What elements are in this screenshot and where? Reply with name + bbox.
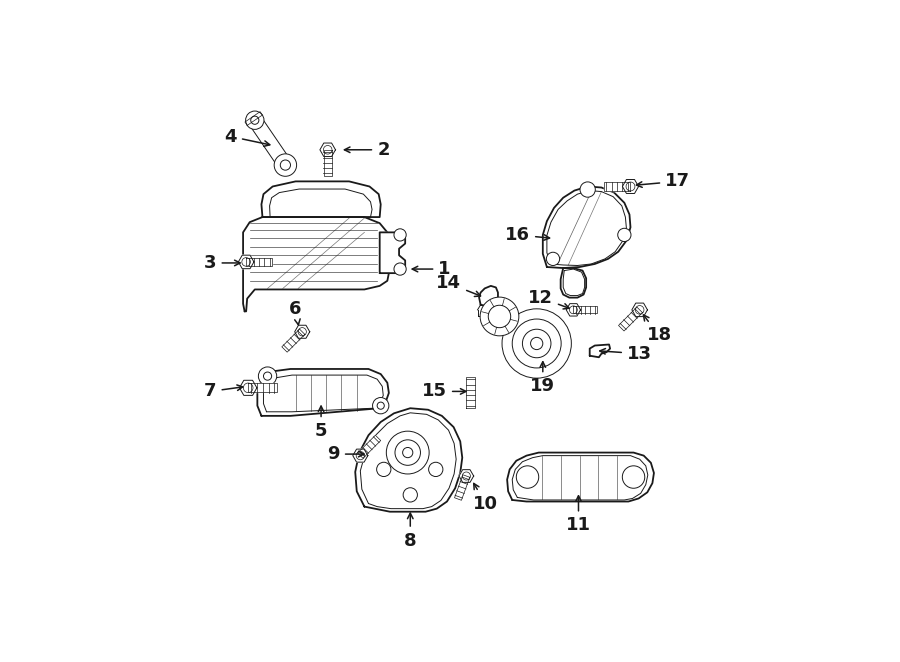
Polygon shape (507, 453, 654, 502)
Circle shape (246, 111, 264, 129)
Text: 9: 9 (328, 445, 364, 463)
Polygon shape (239, 380, 256, 395)
Polygon shape (573, 307, 598, 313)
Polygon shape (238, 255, 254, 269)
Polygon shape (353, 449, 368, 462)
Text: 2: 2 (345, 141, 390, 159)
Circle shape (428, 462, 443, 477)
Text: 4: 4 (224, 128, 270, 146)
Polygon shape (590, 344, 610, 357)
Text: 16: 16 (505, 226, 550, 244)
Polygon shape (245, 112, 263, 125)
Circle shape (258, 367, 276, 385)
Polygon shape (543, 187, 631, 268)
Polygon shape (243, 217, 389, 311)
Circle shape (517, 466, 539, 489)
Text: 6: 6 (289, 300, 302, 325)
Text: 7: 7 (204, 383, 243, 401)
Text: 13: 13 (599, 345, 652, 363)
Polygon shape (604, 183, 631, 191)
Polygon shape (248, 383, 277, 392)
Polygon shape (623, 179, 639, 193)
Text: 15: 15 (422, 383, 466, 401)
Text: 3: 3 (204, 254, 240, 272)
Polygon shape (282, 329, 305, 352)
Circle shape (546, 252, 560, 265)
Text: 11: 11 (566, 496, 591, 534)
Circle shape (580, 182, 595, 197)
Circle shape (376, 462, 391, 477)
Polygon shape (380, 232, 405, 273)
Circle shape (617, 228, 631, 242)
Text: 8: 8 (404, 513, 417, 549)
Polygon shape (294, 325, 310, 338)
Text: 18: 18 (644, 315, 671, 344)
Polygon shape (618, 307, 643, 331)
Polygon shape (479, 286, 498, 307)
Circle shape (394, 263, 406, 275)
Polygon shape (566, 304, 580, 316)
Text: 17: 17 (636, 172, 690, 191)
Polygon shape (324, 150, 331, 176)
Circle shape (274, 154, 297, 176)
Text: 14: 14 (436, 274, 481, 297)
Circle shape (502, 308, 572, 378)
Polygon shape (454, 475, 470, 500)
Polygon shape (466, 377, 474, 408)
Text: 1: 1 (412, 260, 451, 278)
Polygon shape (246, 258, 272, 266)
Text: 5: 5 (315, 406, 328, 440)
Circle shape (386, 431, 429, 474)
Circle shape (373, 397, 389, 414)
Polygon shape (356, 408, 463, 512)
Circle shape (480, 297, 519, 336)
Polygon shape (357, 435, 381, 458)
Text: 12: 12 (528, 289, 569, 309)
Polygon shape (561, 268, 586, 298)
Polygon shape (459, 469, 473, 483)
Circle shape (403, 488, 418, 502)
Text: 10: 10 (473, 483, 499, 512)
Polygon shape (257, 369, 389, 416)
Polygon shape (320, 143, 336, 156)
Text: 19: 19 (530, 361, 555, 395)
Polygon shape (486, 300, 511, 333)
Polygon shape (632, 303, 647, 316)
Polygon shape (249, 117, 292, 169)
Polygon shape (261, 181, 381, 217)
Circle shape (622, 466, 644, 489)
Circle shape (394, 229, 406, 241)
